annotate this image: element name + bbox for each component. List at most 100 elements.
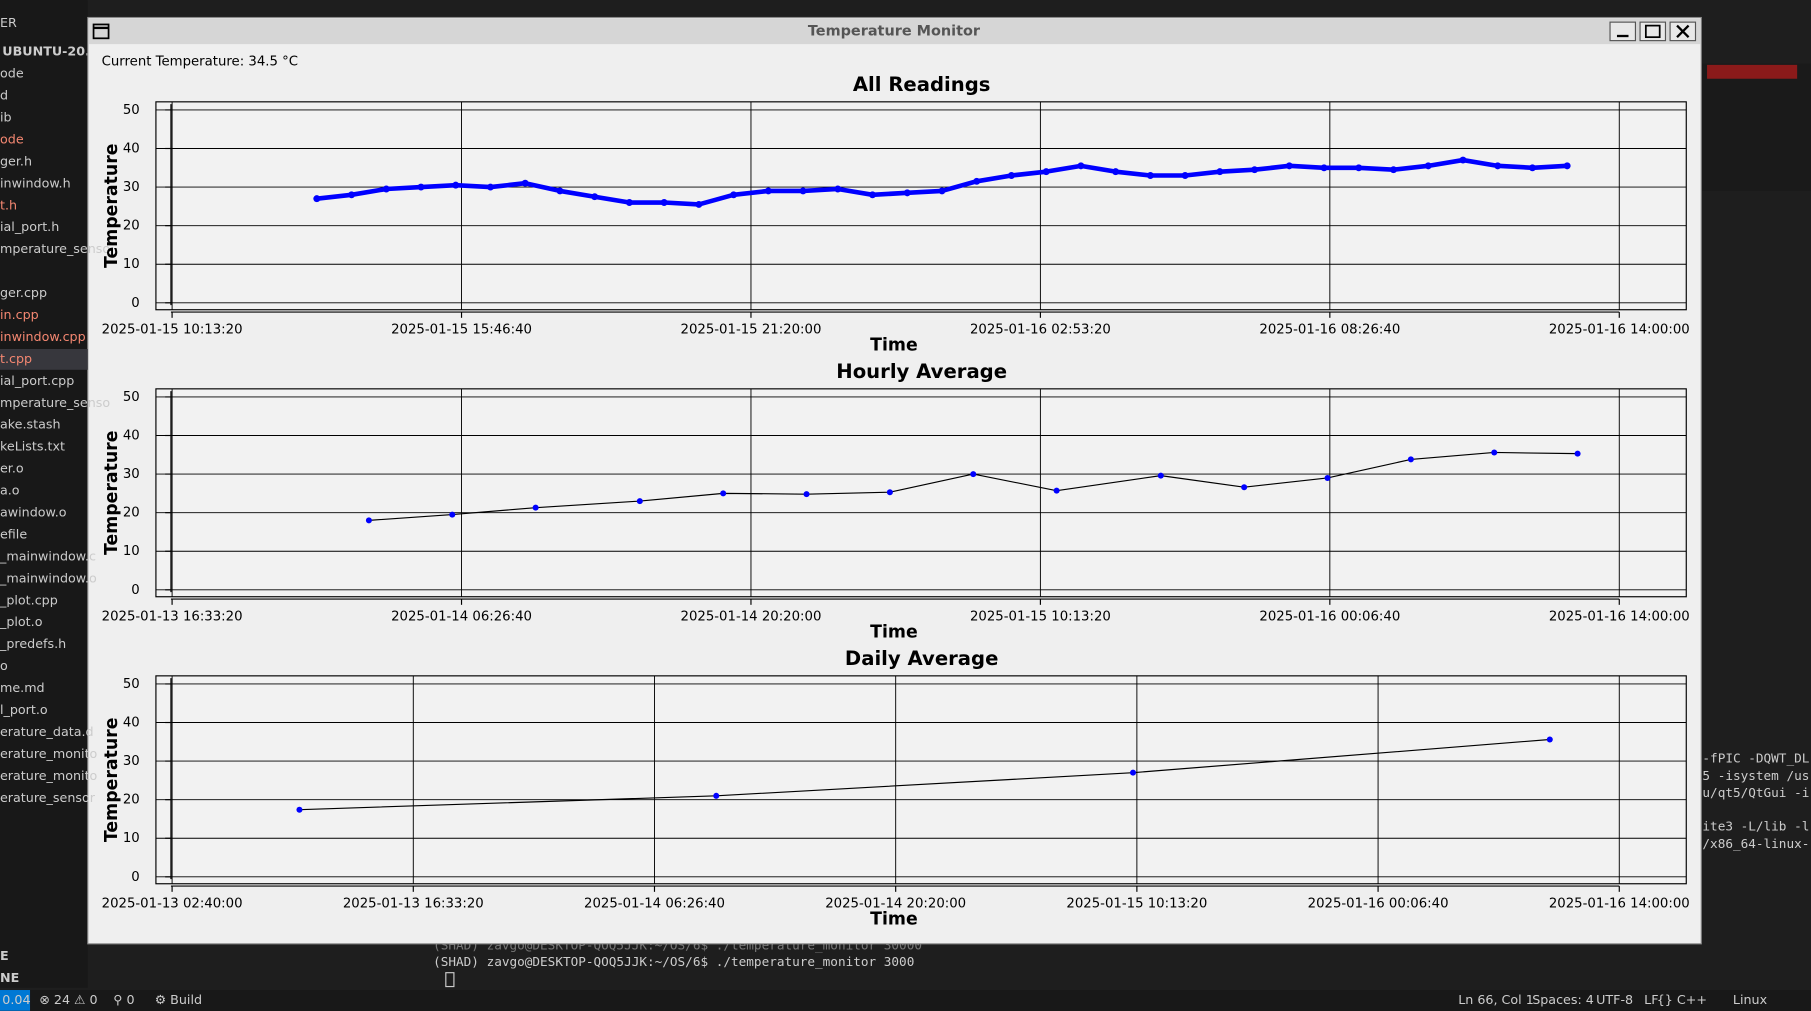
terminal-line: /x86_64-linux- <box>1702 836 1809 851</box>
file-name: ib <box>0 110 12 125</box>
data-point <box>1053 487 1060 494</box>
data-point <box>713 792 720 799</box>
chart: All Readings 0 10 20 30 40 50 2025-01-15 10:13:… <box>102 73 1690 355</box>
status-item: ⚙ Build <box>155 992 202 1007</box>
x-tick-label: 2025-01-14 20:20:00 <box>681 609 822 624</box>
x-tick-label: 2025-01-15 10:13:20 <box>970 609 1111 624</box>
minimize-button[interactable] <box>1609 21 1637 42</box>
x-tick-label: 2025-01-15 10:13:20 <box>1066 896 1207 911</box>
current-temperature: Current Temperature: 34.5 °C <box>102 54 298 69</box>
x-tick-label: 2025-01-16 00:06:40 <box>1308 896 1449 911</box>
data-point <box>730 191 738 199</box>
file-name: ial_port.cpp <box>0 373 74 388</box>
file-name: t.cpp <box>0 351 32 366</box>
file-name: d <box>0 88 8 103</box>
data-point <box>1130 769 1137 776</box>
data-point <box>1181 172 1189 179</box>
x-tick-label: 2025-01-16 14:00:00 <box>1549 896 1690 911</box>
remote-indicator <box>0 990 31 1011</box>
file-name: erature_data.d <box>0 724 94 739</box>
x-tick-label: 2025-01-14 06:26:40 <box>391 609 532 624</box>
workspace-name: UBUNTU-20.04] <box>2 44 113 59</box>
y-tick-label: 0 <box>131 296 139 311</box>
data-point <box>1320 164 1328 172</box>
chart-title: Hourly Average <box>836 360 1007 383</box>
data-point <box>452 181 460 189</box>
file-name: ial_port.h <box>0 219 59 234</box>
y-tick-label: 40 <box>123 429 140 444</box>
data-point <box>1574 450 1581 457</box>
file-name: erature_monito <box>0 768 98 783</box>
status-item: LF <box>1644 992 1658 1007</box>
file-name: o <box>0 658 8 673</box>
terminal-line: (SHAD) zavgo@DESKTOP-QOQ5JJK:~/OS/6$ ./t… <box>433 954 914 969</box>
file-name: efile <box>0 526 27 541</box>
x-tick-label: 2025-01-16 08:26:40 <box>1259 322 1400 337</box>
x-tick-label: 2025-01-13 16:33:20 <box>102 609 243 624</box>
data-point <box>938 187 946 195</box>
data-point <box>886 489 893 496</box>
data-point <box>1285 162 1293 170</box>
data-point <box>382 185 390 193</box>
data-point <box>869 191 876 199</box>
status-item: Linux <box>1733 992 1768 1007</box>
x-tick-label: 2025-01-16 14:00:00 <box>1549 322 1690 337</box>
y-tick-label: 40 <box>123 141 140 156</box>
plot-frame <box>155 675 1687 885</box>
data-point <box>903 189 911 197</box>
data-point <box>973 177 981 185</box>
x-tick-label: 2025-01-16 00:06:40 <box>1259 609 1400 624</box>
data-point <box>1407 456 1414 463</box>
data-point <box>348 191 356 199</box>
file-name: keLists.txt <box>0 439 65 454</box>
file-name: ger.cpp <box>0 285 47 300</box>
data-point <box>1112 168 1120 176</box>
data-point <box>720 490 727 497</box>
terminal-line: 5 -isystem /us <box>1702 768 1809 783</box>
data-point <box>970 471 977 478</box>
data-point <box>521 179 529 187</box>
y-tick-label: 50 <box>123 103 140 118</box>
chart: Daily Average 0 10 20 30 40 50 2025-01-13 02:40… <box>102 647 1690 929</box>
y-tick-label: 30 <box>123 754 140 769</box>
sidebar <box>0 0 88 988</box>
file-name: _mainwindow.o <box>0 570 97 585</box>
minimize-button-bg[interactable] <box>1609 21 1637 42</box>
x-tick-label: 2025-01-13 02:40:00 <box>102 896 243 911</box>
data-point <box>1007 172 1015 179</box>
file-name: _mainwindow.c <box>0 548 96 563</box>
minimap <box>1700 63 1811 191</box>
data-point <box>1042 168 1050 176</box>
data-point <box>834 185 842 193</box>
y-tick-label: 30 <box>123 467 140 482</box>
terminal-line: -fPIC -DQWT_DL <box>1702 751 1809 766</box>
close-button[interactable] <box>1669 21 1697 42</box>
selected-row <box>0 349 88 370</box>
x-axis-label: Time <box>870 623 918 643</box>
terminal-line: u/qt5/QtGui -i <box>1702 785 1809 800</box>
status-item: UTF-8 <box>1596 992 1633 1007</box>
data-point <box>1494 162 1502 170</box>
y-axis-label: Temperature <box>102 144 122 269</box>
maximize-glyph <box>1644 24 1661 39</box>
data-point <box>1216 168 1224 176</box>
data-point <box>591 193 599 201</box>
file-name: mperature_senso <box>0 395 110 410</box>
data-point <box>487 183 494 191</box>
data-point <box>556 187 564 195</box>
data-point <box>296 806 303 813</box>
y-tick-label: 10 <box>123 544 140 559</box>
maximize-button[interactable] <box>1639 21 1667 42</box>
x-tick-label: 2025-01-16 02:53:20 <box>970 322 1111 337</box>
close-glyph <box>1676 24 1690 38</box>
x-axis-label: Time <box>870 336 918 356</box>
file-name: t.h <box>0 197 17 212</box>
file-name: a.o <box>0 483 20 498</box>
file-name: inwindow.h <box>0 175 71 190</box>
window-title: Temperature Monitor <box>808 23 981 39</box>
data-point <box>1077 162 1085 170</box>
file-name: mperature_senso <box>0 241 110 256</box>
y-tick-label: 40 <box>123 716 140 731</box>
